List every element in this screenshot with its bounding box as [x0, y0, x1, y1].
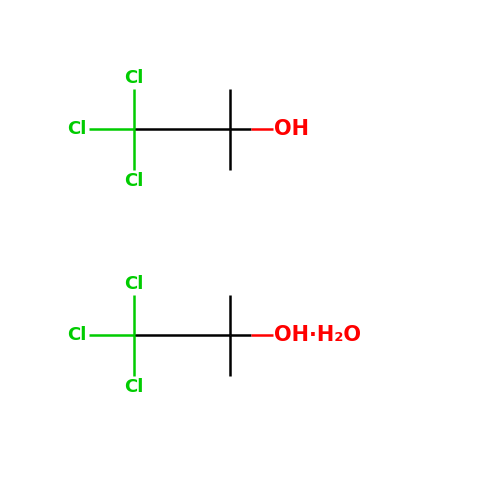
- Text: Cl: Cl: [125, 378, 144, 396]
- Text: Cl: Cl: [125, 68, 144, 87]
- Text: OH: OH: [274, 119, 309, 139]
- Text: Cl: Cl: [68, 120, 87, 138]
- Text: Cl: Cl: [68, 326, 87, 344]
- Text: OH·H₂O: OH·H₂O: [274, 325, 362, 345]
- Text: Cl: Cl: [125, 274, 144, 293]
- Text: Cl: Cl: [125, 172, 144, 190]
